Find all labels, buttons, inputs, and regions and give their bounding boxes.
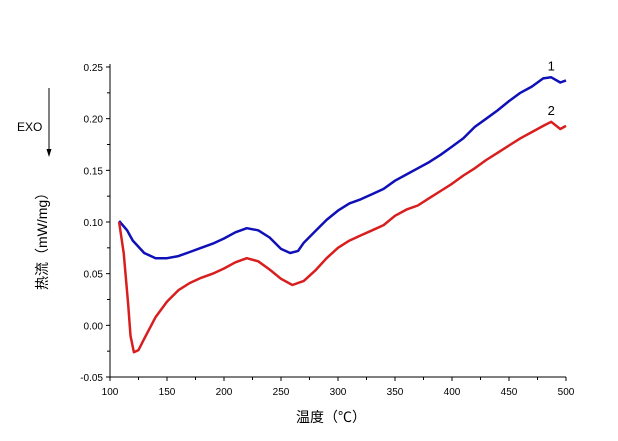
x-tick-label: 350 bbox=[387, 387, 404, 398]
y-tick-label: 0.05 bbox=[84, 270, 104, 281]
x-tick-label: 100 bbox=[102, 387, 119, 398]
axes: 100 150 200 250 300 350 400 450 500 -0.05 0.00 0.05… bbox=[80, 63, 575, 398]
exo-label: EXO bbox=[17, 120, 42, 134]
series-line-1 bbox=[118, 76, 567, 260]
y-tick-label: 0.25 bbox=[84, 63, 104, 74]
x-tick-label: 400 bbox=[444, 387, 461, 398]
labels: EXO 热流（mW/mg） 温度（℃） bbox=[17, 88, 366, 425]
series-group: 12 bbox=[117, 58, 567, 354]
series-line-2 bbox=[117, 120, 567, 354]
y-tick-label: 0.20 bbox=[84, 115, 104, 126]
x-tick-label: 450 bbox=[501, 387, 518, 398]
x-tick-label: 200 bbox=[216, 387, 233, 398]
y-tick-label: 0.15 bbox=[84, 166, 104, 177]
x-tick-label: 300 bbox=[330, 387, 347, 398]
x-tick-label: 150 bbox=[159, 387, 176, 398]
y-tick-label: 0.00 bbox=[84, 321, 104, 332]
y-axis-title: 热流（mW/mg） bbox=[34, 186, 50, 290]
x-axis-title: 温度（℃） bbox=[296, 409, 366, 425]
exo-arrowhead-icon bbox=[46, 149, 52, 157]
series-label-1: 1 bbox=[548, 58, 555, 73]
y-tick-label: 0.10 bbox=[84, 218, 104, 229]
x-tick-label: 250 bbox=[273, 387, 290, 398]
x-tick-label: 500 bbox=[558, 387, 575, 398]
series-label-2: 2 bbox=[548, 103, 555, 118]
y-tick-label: -0.05 bbox=[80, 373, 103, 384]
